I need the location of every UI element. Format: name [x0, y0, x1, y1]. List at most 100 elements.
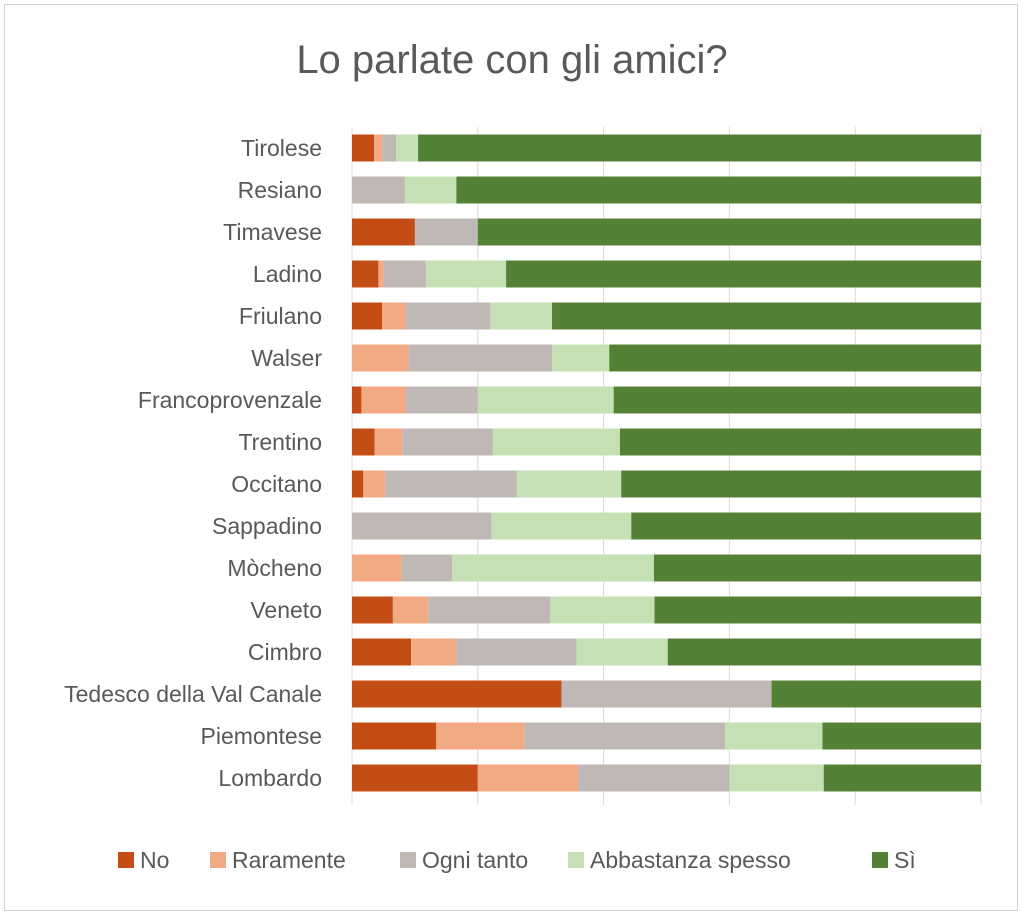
bar-segment: [382, 302, 407, 330]
legend-swatch: [210, 852, 226, 868]
bar-segment: [382, 134, 397, 162]
category-label: Veneto: [250, 597, 322, 623]
bar-segment: [456, 176, 981, 204]
bar-segment: [374, 134, 383, 162]
bar-segment: [619, 428, 981, 456]
bar-segment: [352, 638, 412, 666]
bar-segment: [352, 344, 409, 372]
legend-label: No: [140, 847, 169, 873]
bar-segment: [404, 176, 457, 204]
bar-segment: [490, 302, 553, 330]
bar-segment: [724, 722, 823, 750]
bar-segment: [352, 512, 492, 540]
category-label: Occitano: [231, 471, 322, 497]
bar-segment: [552, 302, 981, 330]
bar-segment: [729, 764, 824, 792]
bar-segment: [653, 554, 981, 582]
category-label: Cimbro: [248, 639, 322, 665]
bar-segment: [352, 680, 562, 708]
bar-segment: [506, 260, 981, 288]
bar-segment: [352, 218, 415, 246]
category-label: Piemontese: [201, 723, 322, 749]
bar-segment: [352, 428, 375, 456]
bar-segment: [491, 512, 632, 540]
bar-segment: [550, 596, 655, 624]
bars: [352, 134, 981, 792]
category-label: Mòcheno: [227, 555, 322, 581]
category-label: Trentino: [238, 429, 322, 455]
legend-label: Ogni tanto: [422, 847, 528, 873]
bar-segment: [561, 680, 772, 708]
legend-label: Abbastanza spesso: [590, 847, 791, 873]
bar-segment: [385, 470, 517, 498]
category-label: Walser: [251, 345, 322, 371]
bar-segment: [402, 428, 493, 456]
category-label: Resiano: [238, 177, 322, 203]
bar-segment: [771, 680, 981, 708]
bar-segment: [352, 176, 405, 204]
bar-segment: [408, 344, 553, 372]
bar-segment: [352, 722, 437, 750]
bar-segment: [436, 722, 525, 750]
category-label: Friulano: [239, 303, 322, 329]
chart-title: Lo parlate con gli amici?: [296, 38, 727, 82]
bar-segment: [516, 470, 622, 498]
bar-segment: [524, 722, 725, 750]
bar-segment: [822, 722, 981, 750]
legend-swatch: [568, 852, 584, 868]
bar-segment: [352, 764, 478, 792]
bar-segment: [477, 764, 579, 792]
bar-segment: [477, 218, 981, 246]
bar-segment: [456, 638, 577, 666]
bar-segment: [576, 638, 668, 666]
bar-segment: [823, 764, 981, 792]
bar-segment: [654, 596, 981, 624]
bar-segment: [352, 134, 375, 162]
legend-swatch: [118, 852, 134, 868]
category-label: Timavese: [223, 219, 322, 245]
bar-segment: [352, 596, 393, 624]
bar-segment: [452, 554, 654, 582]
bar-segment: [352, 470, 364, 498]
bar-segment: [396, 134, 419, 162]
category-label: Sappadino: [212, 513, 322, 539]
legend-label: Raramente: [232, 847, 346, 873]
bar-segment: [578, 764, 730, 792]
bar-segment: [418, 134, 981, 162]
category-label: Tirolese: [241, 135, 322, 161]
bar-segment: [631, 512, 981, 540]
bar-segment: [552, 344, 610, 372]
bar-segment: [401, 554, 453, 582]
bar-segment: [426, 260, 507, 288]
legend-swatch: [400, 852, 416, 868]
legend: No Raramente Ogni tanto Abbastanza spesso Sì: [118, 847, 916, 873]
bar-segment: [383, 260, 427, 288]
category-label: Lombardo: [218, 765, 322, 791]
legend-swatch: [872, 852, 888, 868]
category-label: Ladino: [253, 261, 322, 287]
bar-segment: [352, 260, 379, 288]
category-labels: Tirolese Resiano Timavese Ladino Friulano Wal…: [64, 135, 322, 791]
bar-segment: [352, 386, 362, 414]
bar-segment: [361, 386, 407, 414]
bar-segment: [667, 638, 981, 666]
bar-segment: [492, 428, 620, 456]
bar-segment: [392, 596, 429, 624]
bar-segment: [374, 428, 403, 456]
category-label: Francoprovenzale: [138, 387, 322, 413]
bar-segment: [406, 302, 491, 330]
bar-segment: [363, 470, 386, 498]
bar-segment: [378, 260, 384, 288]
bar-segment: [609, 344, 981, 372]
legend-label: Sì: [894, 847, 916, 873]
bar-segment: [613, 386, 981, 414]
category-label: Tedesco della Val Canale: [64, 681, 322, 707]
bar-segment: [428, 596, 551, 624]
bar-segment: [621, 470, 981, 498]
bar-segment: [477, 386, 614, 414]
bar-segment: [406, 386, 478, 414]
bar-segment: [352, 302, 383, 330]
bar-segment: [414, 218, 478, 246]
bar-segment: [411, 638, 457, 666]
